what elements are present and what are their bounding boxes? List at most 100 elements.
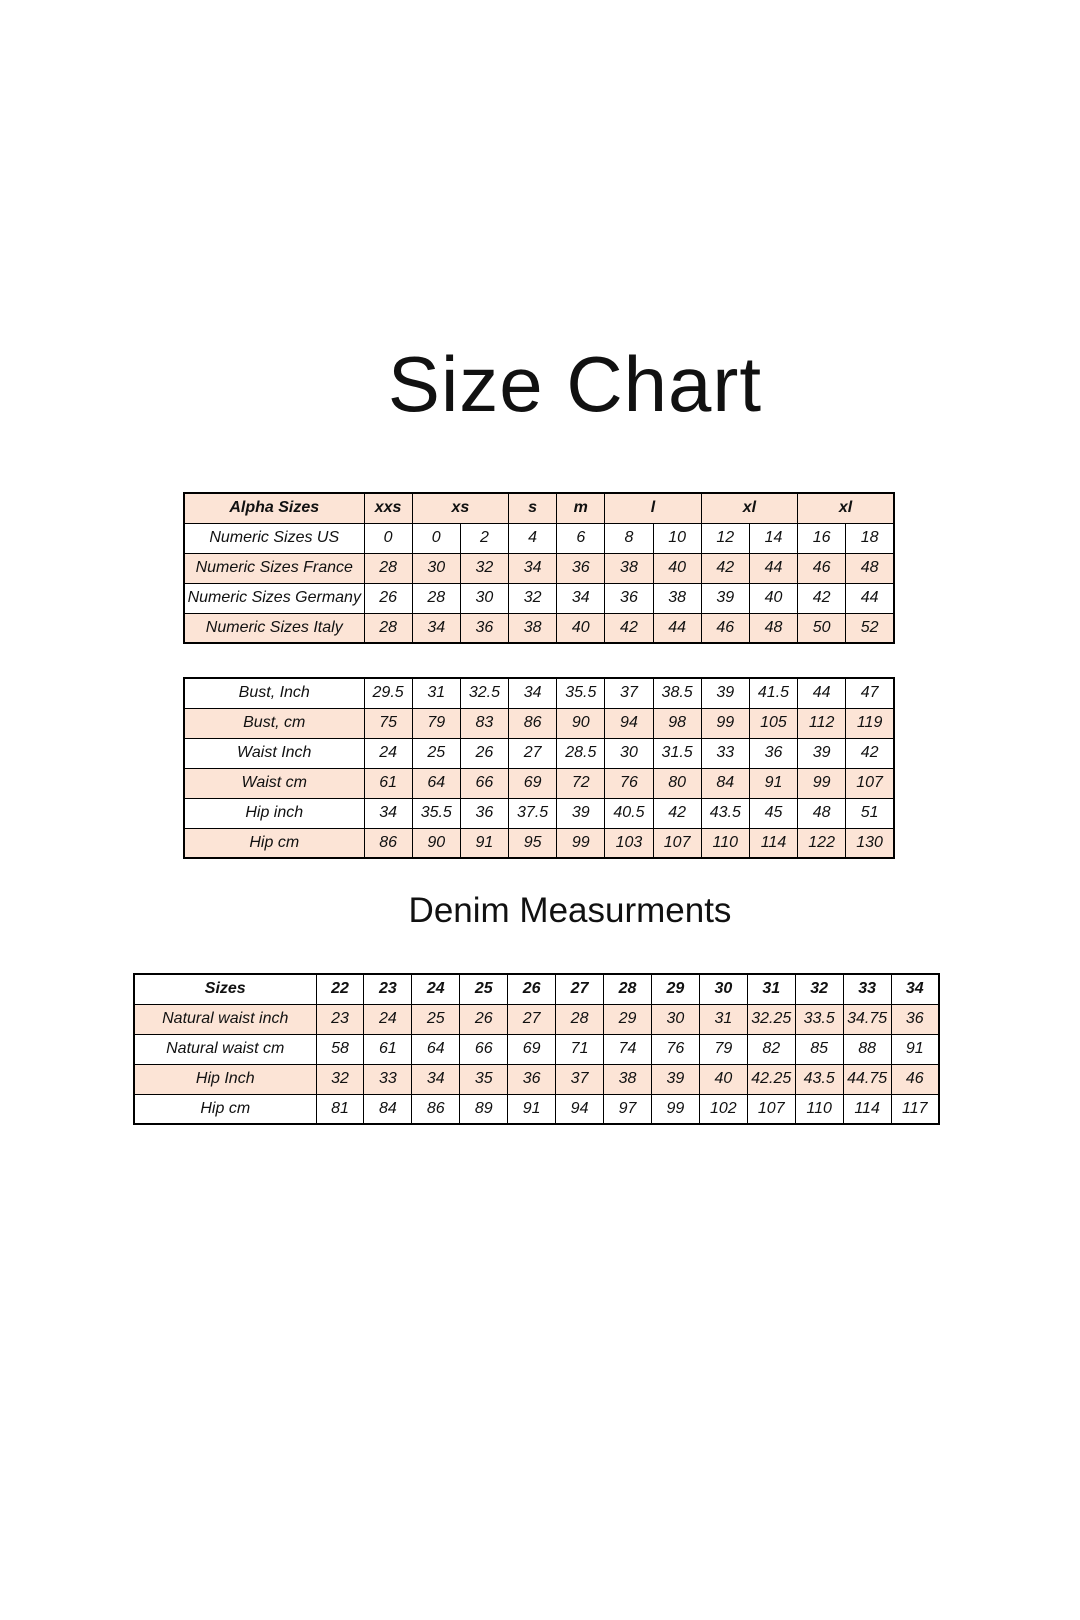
header-cell: 26 bbox=[507, 973, 557, 1005]
table-cell: 47 bbox=[845, 677, 895, 709]
table-cell: 107 bbox=[845, 767, 895, 799]
table-cell: 98 bbox=[652, 707, 702, 739]
table-cell: 28 bbox=[363, 552, 413, 584]
denim-measurements-table-header: Sizes 22 23 24 25 26 27 28 29 30 31 32 33 34 bbox=[133, 973, 940, 1005]
table-cell: 36 bbox=[507, 1063, 557, 1095]
table-cell: 91 bbox=[890, 1033, 940, 1065]
table-cell: 42.25 bbox=[746, 1063, 796, 1095]
table-cell: 48 bbox=[797, 797, 847, 829]
table-cell: 33 bbox=[700, 737, 750, 769]
table-cell: 32 bbox=[459, 552, 510, 584]
table-cell: 75 bbox=[363, 707, 413, 739]
table-cell: 80 bbox=[652, 767, 702, 799]
table-cell: 8 bbox=[604, 522, 654, 554]
alpha-sizes-table: Alpha Sizes xxs xs s m l xl xl Numeric Sizes US… bbox=[183, 492, 895, 644]
page-title: Size Chart bbox=[387, 340, 763, 428]
table-cell: 26 bbox=[459, 1003, 509, 1035]
table-cell: 14 bbox=[748, 522, 799, 554]
table-cell: 6 bbox=[556, 522, 606, 554]
row-label: Waist cm bbox=[183, 767, 365, 799]
header-cell: 25 bbox=[459, 973, 509, 1005]
table-cell: 99 bbox=[556, 827, 606, 859]
table-cell: 33 bbox=[363, 1063, 413, 1095]
header-cell: xs bbox=[411, 492, 510, 524]
table-cell: 86 bbox=[508, 707, 558, 739]
table-cell: 36 bbox=[748, 737, 799, 769]
table-cell: 44 bbox=[748, 552, 799, 584]
table-cell: 99 bbox=[797, 767, 847, 799]
table-cell: 86 bbox=[411, 1093, 461, 1125]
table-row: Natural waist cm 58 61 64 66 69 71 74 76 79 82 85 88… bbox=[133, 1033, 940, 1065]
table-cell: 30 bbox=[650, 1003, 700, 1035]
table-cell: 42 bbox=[700, 552, 750, 584]
table-cell: 46 bbox=[700, 612, 750, 644]
header-cell: 29 bbox=[650, 973, 700, 1005]
table-cell: 79 bbox=[411, 707, 461, 739]
table-cell: 44.75 bbox=[842, 1063, 892, 1095]
header-cell: 30 bbox=[698, 973, 748, 1005]
table-cell: 28 bbox=[363, 612, 413, 644]
table-cell: 119 bbox=[845, 707, 895, 739]
denim-measurements-table: Sizes 22 23 24 25 26 27 28 29 30 31 32 33 34 Natural … bbox=[133, 973, 940, 1125]
table-cell: 40 bbox=[556, 612, 606, 644]
table-cell: 31 bbox=[698, 1003, 748, 1035]
row-label: Numeric Sizes France bbox=[183, 552, 365, 584]
table-cell: 31.5 bbox=[652, 737, 702, 769]
table-cell: 34 bbox=[508, 552, 558, 584]
table-cell: 64 bbox=[411, 767, 461, 799]
table-cell: 51 bbox=[845, 797, 895, 829]
table-cell: 24 bbox=[363, 737, 413, 769]
table-cell: 44 bbox=[845, 582, 895, 614]
table-cell: 37.5 bbox=[508, 797, 558, 829]
header-cell: xl bbox=[797, 492, 895, 524]
table-cell: 39 bbox=[797, 737, 847, 769]
table-cell: 94 bbox=[604, 707, 654, 739]
table-cell: 91 bbox=[459, 827, 510, 859]
table-cell: 66 bbox=[459, 1033, 509, 1065]
table-cell: 36 bbox=[604, 582, 654, 614]
row-label: Hip cm bbox=[183, 827, 365, 859]
table-cell: 41.5 bbox=[748, 677, 799, 709]
table-cell: 71 bbox=[555, 1033, 605, 1065]
header-cell: 32 bbox=[794, 973, 844, 1005]
table-row: Numeric Sizes Germany 26 28 30 32 34 36 38 39 40 4… bbox=[183, 582, 895, 614]
table-cell: 43.5 bbox=[794, 1063, 844, 1095]
table-cell: 34 bbox=[556, 582, 606, 614]
denim-measurements-heading: Denim Measurments bbox=[408, 891, 732, 930]
table-cell: 95 bbox=[508, 827, 558, 859]
header-cell: m bbox=[556, 492, 606, 524]
table-cell: 42 bbox=[604, 612, 654, 644]
row-label: Waist Inch bbox=[183, 737, 365, 769]
table-cell: 66 bbox=[459, 767, 510, 799]
table-row: Waist cm 61 64 66 69 72 76 80 84 91 99 107 bbox=[183, 767, 895, 799]
table-row: Hip Inch 32 33 34 35 36 37 38 39 40 42.25 43.5 44.75… bbox=[133, 1063, 940, 1095]
table-cell: 69 bbox=[508, 767, 558, 799]
table-cell: 91 bbox=[507, 1093, 557, 1125]
table-cell: 58 bbox=[315, 1033, 365, 1065]
table-cell: 94 bbox=[555, 1093, 605, 1125]
table-cell: 39 bbox=[700, 677, 750, 709]
table-header-row: Sizes 22 23 24 25 26 27 28 29 30 31 32 33 34 bbox=[133, 973, 940, 1005]
row-label: Hip cm bbox=[133, 1093, 317, 1125]
table-cell: 38 bbox=[603, 1063, 652, 1095]
row-label: Hip Inch bbox=[133, 1063, 317, 1095]
table-cell: 40.5 bbox=[604, 797, 654, 829]
table-cell: 117 bbox=[890, 1093, 940, 1125]
table-row: Numeric Sizes US 0 0 2 4 6 8 10 12 14 16 18 bbox=[183, 522, 895, 554]
table-cell: 102 bbox=[698, 1093, 748, 1125]
header-cell: 24 bbox=[411, 973, 461, 1005]
table-cell: 42 bbox=[845, 737, 895, 769]
table-cell: 32 bbox=[508, 582, 558, 614]
table-cell: 81 bbox=[315, 1093, 365, 1125]
table-cell: 36 bbox=[459, 612, 510, 644]
table-cell: 83 bbox=[459, 707, 510, 739]
body-measurements-table-body: Bust, Inch 29.5 31 32.5 34 35.5 37 38.5 39 41.5 44… bbox=[183, 677, 895, 859]
table-cell: 44 bbox=[652, 612, 702, 644]
table-row: Bust, cm 75 79 83 86 90 94 98 99 105 112 119 bbox=[183, 707, 895, 739]
table-cell: 24 bbox=[363, 1003, 413, 1035]
alpha-sizes-table-header: Alpha Sizes xxs xs s m l xl xl bbox=[183, 492, 895, 524]
table-cell: 35.5 bbox=[556, 677, 606, 709]
row-label: Bust, cm bbox=[183, 707, 365, 739]
header-cell: 23 bbox=[363, 973, 413, 1005]
table-cell: 0 bbox=[411, 522, 461, 554]
